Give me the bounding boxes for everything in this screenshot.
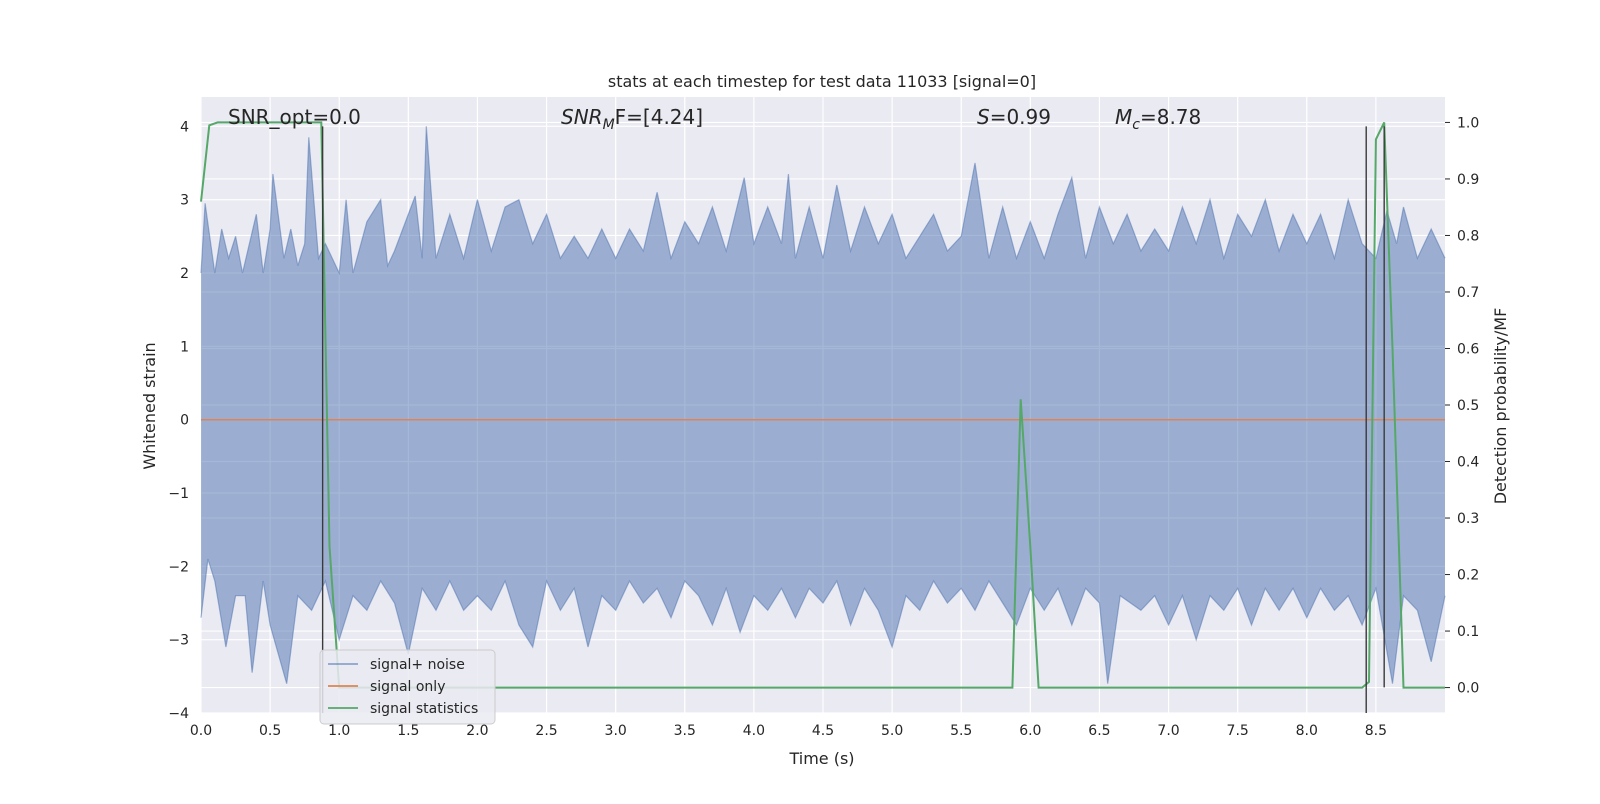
signal-statistics-trace [200, 121, 1445, 689]
x-tick-label-17: 8.5 [1365, 723, 1387, 739]
noise-band [201, 126, 1445, 684]
right-tick-label-0: 0.0 [1457, 681, 1479, 697]
s-var: S [977, 105, 990, 129]
s-rest: =0.99 [990, 105, 1051, 129]
x-tick-label-1: 0.5 [259, 723, 281, 739]
annotation-mc: Mc=8.78 [1115, 105, 1201, 133]
left-tick-label-6: 2 [180, 266, 189, 282]
left-tick-label-7: 3 [180, 193, 189, 209]
right-tick-label-8: 0.8 [1457, 228, 1479, 244]
left-tick-label-1: −3 [168, 633, 189, 649]
right-tick-label-9: 0.9 [1457, 172, 1479, 188]
marker-lines [321, 126, 1385, 713]
x-axis-ticks: 0.0 0.5 1.0 1.5 2.0 2.5 3.0 3.5 4.0 4.5 5.0 5.5 6.0 6… [190, 723, 1387, 739]
right-tick-label-5: 0.5 [1457, 398, 1479, 414]
x-tick-label-9: 4.5 [812, 723, 834, 739]
annotation-snr-opt: SNR_opt=0.0 [228, 105, 361, 129]
left-axis-ticks: −4 −3 −2 −1 0 1 2 3 4 [168, 119, 189, 722]
x-tick-label-0: 0.0 [190, 723, 212, 739]
right-tick-label-6: 0.6 [1457, 341, 1479, 357]
snr-mf-sub: M [603, 117, 615, 133]
left-axis-label: Whitened strain [140, 342, 159, 469]
left-tick-label-5: 1 [180, 339, 189, 355]
noise-lower-edge [200, 558, 1446, 684]
signal-statistics-line [200, 121, 1445, 689]
x-tick-label-8: 4.0 [743, 723, 765, 739]
x-tick-label-12: 6.0 [1019, 723, 1041, 739]
left-tick-label-3: −1 [168, 486, 189, 502]
right-tick-label-4: 0.4 [1457, 455, 1479, 471]
noise-upper-edge [200, 126, 1446, 276]
x-tick-label-10: 5.0 [881, 723, 903, 739]
mc-sub: c [1132, 117, 1140, 133]
x-tick-label-5: 2.5 [535, 723, 557, 739]
x-tick-label-3: 1.5 [397, 723, 419, 739]
x-axis-label: Time (s) [788, 749, 854, 768]
x-tick-label-4: 2.0 [466, 723, 488, 739]
annotation-snr-mf: SNRMF=[4.24] [561, 105, 703, 133]
mc-rest: =8.78 [1140, 105, 1201, 129]
right-tick-label-3: 0.3 [1457, 511, 1479, 527]
right-axis-ticks: 0.0 0.1 0.2 0.3 0.4 0.5 0.6 0.7 0.8 0.9 1.0 [1445, 115, 1479, 697]
x-tick-label-2: 1.0 [328, 723, 350, 739]
x-tick-label-15: 7.5 [1227, 723, 1249, 739]
right-tick-label-1: 0.1 [1457, 624, 1479, 640]
left-tick-label-4: 0 [180, 413, 189, 429]
left-tick-label-0: −4 [168, 706, 189, 722]
legend-label-signal-statistics: signal statistics [370, 701, 478, 717]
right-tick-label-2: 0.2 [1457, 568, 1479, 584]
legend-label-signal-only: signal only [370, 679, 445, 695]
right-tick-label-10: 1.0 [1457, 115, 1479, 131]
legend: signal+ noise signal only signal statist… [319, 649, 496, 725]
snr-mf-rest: F=[4.24] [615, 105, 703, 129]
x-tick-label-13: 6.5 [1088, 723, 1110, 739]
legend-label-signal-noise: signal+ noise [370, 657, 465, 673]
x-tick-label-11: 5.5 [950, 723, 972, 739]
x-tick-label-14: 7.0 [1157, 723, 1179, 739]
right-tick-label-7: 0.7 [1457, 285, 1479, 301]
left-tick-label-8: 4 [180, 119, 189, 135]
x-tick-label-6: 3.0 [605, 723, 627, 739]
left-tick-label-2: −2 [168, 559, 189, 575]
signal-noise-trace [200, 126, 1446, 684]
legend-box [319, 649, 496, 725]
mc-var: M [1115, 105, 1132, 129]
annotation-s: S=0.99 [977, 105, 1051, 129]
x-tick-label-7: 3.5 [674, 723, 696, 739]
x-tick-label-16: 8.0 [1296, 723, 1318, 739]
snr-mf-base: SNR [561, 105, 603, 129]
chart-title: stats at each timestep for test data 110… [608, 72, 1036, 91]
right-axis-label: Detection probability/MF [1491, 308, 1510, 505]
